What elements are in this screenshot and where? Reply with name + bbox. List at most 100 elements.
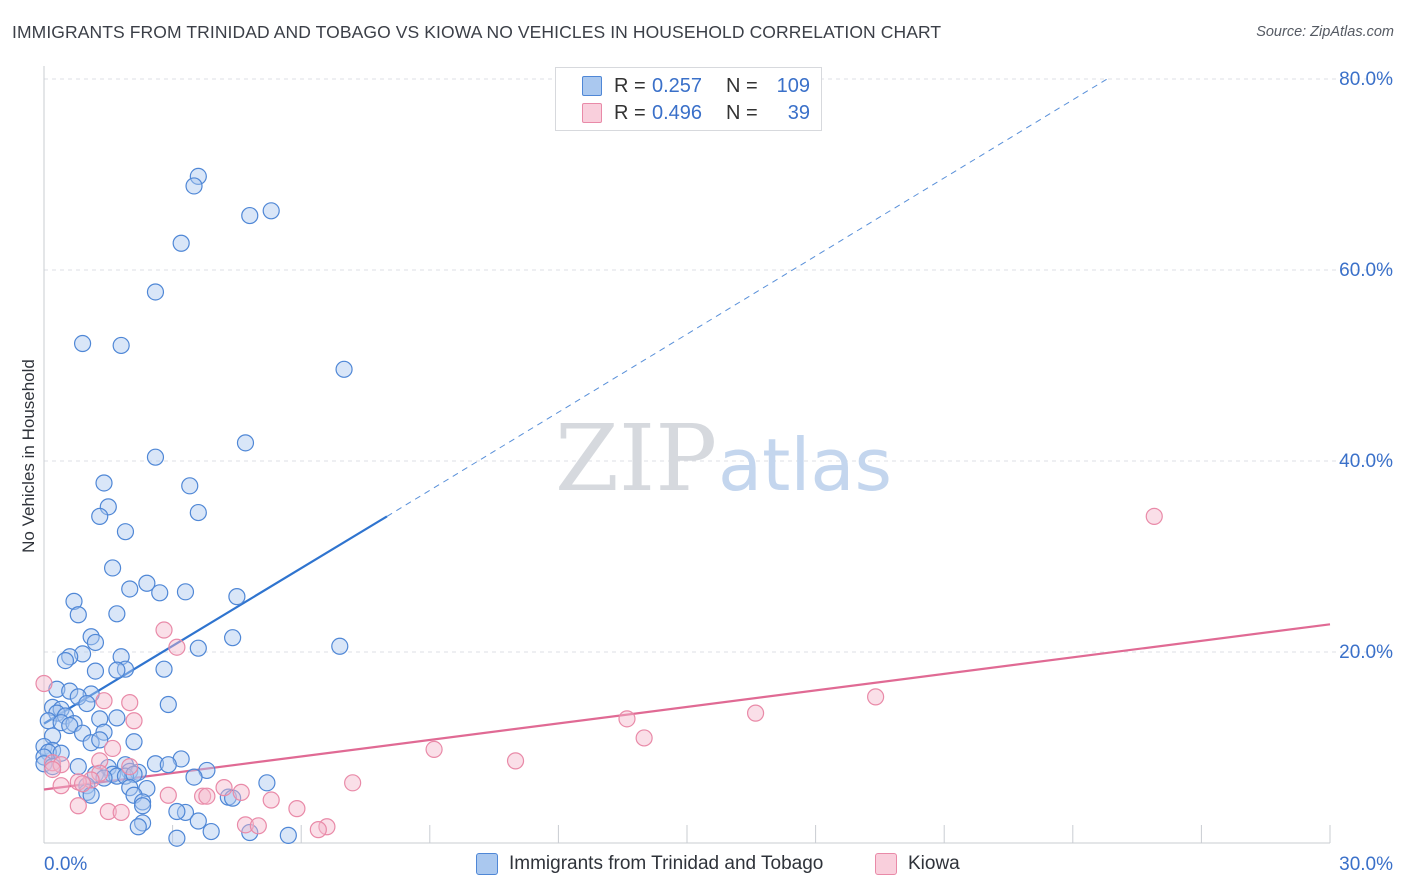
data-point-kiowa bbox=[35, 674, 53, 693]
data-point-trinidad-tobago bbox=[91, 731, 109, 749]
data-point-trinidad-tobago bbox=[146, 755, 165, 773]
data-point-trinidad-tobago bbox=[91, 710, 109, 728]
data-point-kiowa bbox=[121, 694, 139, 712]
data-point-trinidad-tobago bbox=[99, 498, 117, 516]
labels-layer: 20.0% 40.0% 60.0% 80.0% 0.0% 30.0% No Vehicles… bbox=[19, 69, 1393, 875]
data-point-kiowa bbox=[288, 800, 306, 818]
legend-n-label: N = bbox=[726, 101, 758, 124]
data-point-trinidad-tobago bbox=[155, 660, 173, 678]
data-point-kiowa bbox=[73, 775, 92, 793]
trendline-trinidad-tobago bbox=[43, 515, 388, 725]
data-point-trinidad-tobago bbox=[228, 588, 246, 606]
data-point-kiowa bbox=[309, 821, 327, 839]
data-point-trinidad-tobago bbox=[236, 434, 255, 452]
data-point-trinidad-tobago bbox=[108, 605, 126, 623]
y-tick-label: 40.0% bbox=[1339, 451, 1393, 472]
data-point-trinidad-tobago bbox=[168, 829, 186, 847]
data-point-trinidad-tobago bbox=[241, 206, 259, 225]
data-point-trinidad-tobago bbox=[168, 802, 186, 821]
bottom-legend-item-pink[interactable]: Kiowa bbox=[875, 852, 960, 876]
data-point-kiowa bbox=[112, 803, 130, 822]
data-point-kiowa bbox=[52, 756, 70, 774]
data-point-trinidad-tobago bbox=[121, 580, 139, 598]
data-point-trinidad-tobago bbox=[172, 234, 190, 252]
data-point-kiowa bbox=[232, 783, 250, 801]
data-point-trinidad-tobago bbox=[112, 336, 130, 355]
legend-r-value: 0.257 bbox=[652, 74, 703, 97]
data-point-kiowa bbox=[155, 621, 173, 639]
data-point-trinidad-tobago bbox=[189, 167, 207, 186]
data-point-trinidad-tobago bbox=[335, 360, 353, 378]
data-point-trinidad-tobago bbox=[262, 202, 280, 220]
bottom-legend-swatch-pink bbox=[875, 853, 897, 875]
data-point-trinidad-tobago bbox=[73, 724, 92, 742]
data-point-trinidad-tobago bbox=[185, 768, 203, 786]
data-point-trinidad-tobago bbox=[86, 633, 105, 652]
chart-title: IMMIGRANTS FROM TRINIDAD AND TOBAGO VS K… bbox=[12, 22, 942, 42]
data-point-trinidad-tobago bbox=[82, 786, 100, 804]
watermark-atlas: atlas bbox=[718, 423, 892, 507]
data-point-trinidad-tobago bbox=[146, 448, 165, 466]
trendline-kiowa bbox=[43, 623, 1331, 791]
data-point-trinidad-tobago bbox=[86, 662, 105, 680]
data-point-trinidad-tobago bbox=[189, 812, 207, 830]
data-point-trinidad-tobago bbox=[202, 822, 220, 841]
data-point-trinidad-tobago bbox=[95, 474, 113, 492]
bottom-legend-item-blue[interactable]: Immigrants from Trinidad and Tobago bbox=[476, 852, 823, 876]
data-point-trinidad-tobago bbox=[116, 523, 135, 541]
data-point-trinidad-tobago bbox=[116, 660, 135, 678]
data-point-trinidad-tobago bbox=[176, 583, 195, 601]
watermark-zip: ZIP bbox=[555, 405, 717, 512]
data-point-kiowa bbox=[215, 779, 233, 797]
data-point-kiowa bbox=[194, 787, 212, 805]
data-point-kiowa bbox=[746, 704, 765, 722]
source-credit: Source: ZipAtlas.com bbox=[1256, 24, 1394, 40]
y-tick-label: 80.0% bbox=[1339, 69, 1393, 90]
legend-swatch-pink bbox=[582, 103, 602, 123]
y-tick-label: 60.0% bbox=[1339, 260, 1393, 281]
legend-row-blue: R = 0.257 N = 109 bbox=[582, 75, 810, 97]
x-tick-label: 0.0% bbox=[44, 854, 87, 875]
points-layer bbox=[35, 167, 1163, 847]
data-point-trinidad-tobago bbox=[69, 757, 87, 776]
data-point-trinidad-tobago bbox=[133, 793, 152, 811]
data-point-trinidad-tobago bbox=[185, 177, 203, 195]
x-tick-label: 30.0% bbox=[1339, 854, 1393, 875]
data-point-trinidad-tobago bbox=[279, 826, 297, 844]
data-point-trinidad-tobago bbox=[78, 694, 96, 713]
data-point-trinidad-tobago bbox=[125, 733, 143, 751]
data-point-trinidad-tobago bbox=[108, 661, 126, 679]
y-axis-title: No Vehicles in Household bbox=[19, 359, 38, 553]
watermark: ZIP atlas bbox=[555, 405, 892, 512]
data-point-trinidad-tobago bbox=[103, 559, 122, 577]
data-point-kiowa bbox=[91, 752, 109, 770]
data-point-kiowa bbox=[125, 712, 143, 730]
legend-r-label: R = bbox=[614, 101, 646, 124]
legend-row-pink: R = 0.496 N = 39 bbox=[582, 102, 810, 124]
data-point-kiowa bbox=[262, 791, 280, 809]
data-point-kiowa bbox=[198, 787, 216, 805]
data-point-trinidad-tobago bbox=[129, 818, 147, 836]
data-point-kiowa bbox=[618, 710, 636, 728]
data-point-kiowa bbox=[344, 774, 362, 792]
data-point-trinidad-tobago bbox=[138, 574, 156, 592]
data-point-kiowa bbox=[249, 817, 267, 835]
data-point-trinidad-tobago bbox=[69, 688, 87, 706]
data-point-trinidad-tobago bbox=[159, 695, 177, 714]
data-point-trinidad-tobago bbox=[151, 584, 169, 602]
data-point-kiowa bbox=[168, 638, 186, 656]
data-point-kiowa bbox=[1145, 507, 1163, 525]
data-point-kiowa bbox=[95, 692, 113, 710]
data-point-trinidad-tobago bbox=[224, 629, 242, 647]
data-point-trinidad-tobago bbox=[73, 645, 92, 663]
data-point-kiowa bbox=[99, 802, 117, 821]
bottom-legend-swatch-blue bbox=[476, 853, 498, 875]
data-point-trinidad-tobago bbox=[258, 774, 276, 792]
data-point-trinidad-tobago bbox=[73, 334, 92, 353]
data-point-kiowa bbox=[867, 688, 885, 706]
legend-r-label: R = bbox=[614, 74, 646, 97]
legend-swatch-blue bbox=[582, 76, 602, 96]
data-point-trinidad-tobago bbox=[133, 797, 152, 815]
data-point-kiowa bbox=[91, 764, 109, 782]
